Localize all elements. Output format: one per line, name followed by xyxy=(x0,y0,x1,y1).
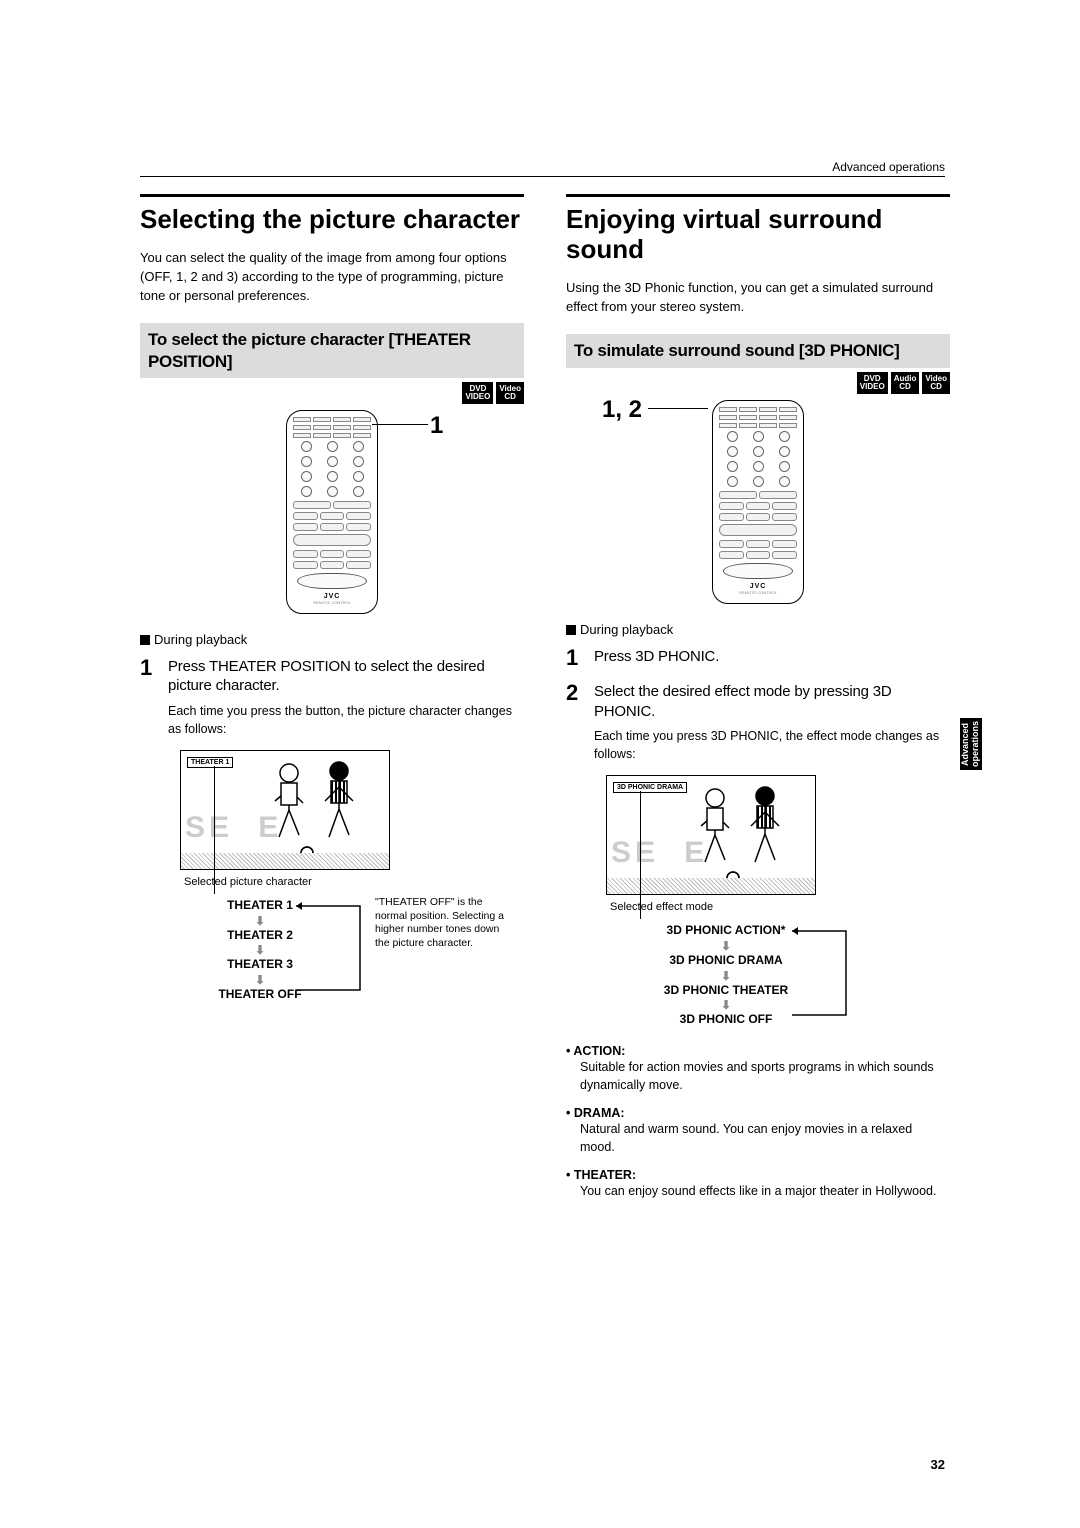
left-column: Selecting the picture character You can … xyxy=(140,194,524,1212)
right-title: Enjoying virtual surround sound xyxy=(566,205,950,265)
cycle-item: 3D PHONIC OFF xyxy=(606,1012,846,1028)
remote-control-illustration: JVC REMOTE CONTROL xyxy=(712,400,804,604)
left-step-1: 1 Press THEATER POSITION to select the d… xyxy=(140,657,524,738)
header-rule xyxy=(140,176,945,177)
right-step2-title: Select the desired effect mode by pressi… xyxy=(594,682,950,721)
cycle-item: THEATER 3 xyxy=(160,957,360,973)
left-step1-title: Press THEATER POSITION to select the des… xyxy=(168,657,524,696)
rule xyxy=(566,194,950,197)
mode-action: ACTION: Suitable for action movies and s… xyxy=(566,1044,950,1094)
cycle-item: 3D PHONIC DRAMA xyxy=(606,953,846,969)
cycle-item: 3D PHONIC ACTION* xyxy=(606,923,846,939)
down-arrow-icon: ⬇ xyxy=(606,940,846,952)
cycle-item: THEATER OFF xyxy=(160,987,360,1003)
page-number: 32 xyxy=(931,1457,945,1472)
square-bullet-icon xyxy=(140,635,150,645)
badge-dvd-video: DVDVIDEO xyxy=(857,372,888,394)
right-step-indicator: 1, 2 xyxy=(602,396,642,424)
mode-descriptions: ACTION: Suitable for action movies and s… xyxy=(566,1044,950,1201)
right-during: During playback xyxy=(566,622,950,637)
left-step1-desc: Each time you press the button, the pict… xyxy=(168,702,524,738)
callout-line xyxy=(648,408,708,409)
left-remote-wrap: 1 JVC REMOTE CONTROL xyxy=(140,410,524,614)
badge-video-cd: VideoCD xyxy=(922,372,950,394)
tv-osd-label: 3D PHONIC DRAMA xyxy=(613,782,687,793)
step-number: 2 xyxy=(566,682,594,763)
cycle-item: THEATER 1 xyxy=(160,898,360,914)
left-cycle-note: "THEATER OFF" is the normal position. Se… xyxy=(375,896,505,951)
step-number: 1 xyxy=(566,647,594,673)
down-arrow-icon: ⬇ xyxy=(606,999,846,1011)
down-arrow-icon: ⬇ xyxy=(160,915,360,927)
header-section: Advanced operations xyxy=(832,160,945,174)
down-arrow-icon: ⬇ xyxy=(160,974,360,986)
tv-osd-label: THEATER 1 xyxy=(187,757,233,768)
left-subhead: To select the picture character [THEATER… xyxy=(140,323,524,378)
right-intro: Using the 3D Phonic function, you can ge… xyxy=(566,279,950,317)
badge-video-cd: VideoCD xyxy=(496,382,524,404)
right-step-2: 2 Select the desired effect mode by pres… xyxy=(566,682,950,763)
right-badges: DVDVIDEO AudioCD VideoCD xyxy=(566,372,950,394)
left-tv-caption: Selected picture character xyxy=(184,876,524,888)
cycle-item: THEATER 2 xyxy=(160,928,360,944)
left-cycle: THEATER 1 ⬇ THEATER 2 ⬇ THEATER 3 ⬇ THEA… xyxy=(160,898,524,1002)
right-tv-wrap: 3D PHONIC DRAMA SE█E xyxy=(606,775,950,895)
content-columns: Selecting the picture character You can … xyxy=(140,194,950,1212)
down-arrow-icon: ⬇ xyxy=(606,970,846,982)
right-column: Enjoying virtual surround sound Using th… xyxy=(566,194,950,1212)
mode-theater: THEATER: You can enjoy sound effects lik… xyxy=(566,1168,950,1200)
left-during: During playback xyxy=(140,632,524,647)
left-intro: You can select the quality of the image … xyxy=(140,249,524,306)
right-tv-caption: Selected effect mode xyxy=(610,901,950,913)
left-tv-wrap: THEATER 1 SE█E xyxy=(180,750,524,870)
mode-drama: DRAMA: Natural and warm sound. You can e… xyxy=(566,1106,950,1156)
tv-screen-illustration: THEATER 1 SE█E xyxy=(180,750,390,870)
cycle-item: 3D PHONIC THEATER xyxy=(606,983,846,999)
right-step-1: 1 Press 3D PHONIC. xyxy=(566,647,950,673)
callout-line xyxy=(372,424,428,425)
right-subhead: To simulate surround sound [3D PHONIC] xyxy=(566,334,950,367)
right-remote-wrap: 1, 2 JVC REMOTE CONTROL xyxy=(566,400,950,604)
square-bullet-icon xyxy=(566,625,576,635)
soccer-players-illustration xyxy=(251,755,381,865)
left-step-indicator: 1 xyxy=(430,412,443,440)
left-badges: DVDVIDEO VideoCD xyxy=(140,382,524,404)
badge-dvd-video: DVDVIDEO xyxy=(462,382,493,404)
right-step2-desc: Each time you press 3D PHONIC, the effec… xyxy=(594,727,950,763)
remote-control-illustration: JVC REMOTE CONTROL xyxy=(286,410,378,614)
remote-brand: JVC xyxy=(293,593,371,600)
step-number: 1 xyxy=(140,657,168,738)
right-cycle: 3D PHONIC ACTION* ⬇ 3D PHONIC DRAMA ⬇ 3D… xyxy=(606,923,950,1027)
remote-brand: JVC xyxy=(719,583,797,590)
badge-audio-cd: AudioCD xyxy=(891,372,920,394)
side-tab: Advanced operations xyxy=(960,718,982,770)
rule xyxy=(140,194,524,197)
soccer-players-illustration xyxy=(677,780,807,890)
right-step1-title: Press 3D PHONIC. xyxy=(594,647,950,667)
tv-screen-illustration: 3D PHONIC DRAMA SE█E xyxy=(606,775,816,895)
left-title: Selecting the picture character xyxy=(140,205,524,235)
down-arrow-icon: ⬇ xyxy=(160,944,360,956)
